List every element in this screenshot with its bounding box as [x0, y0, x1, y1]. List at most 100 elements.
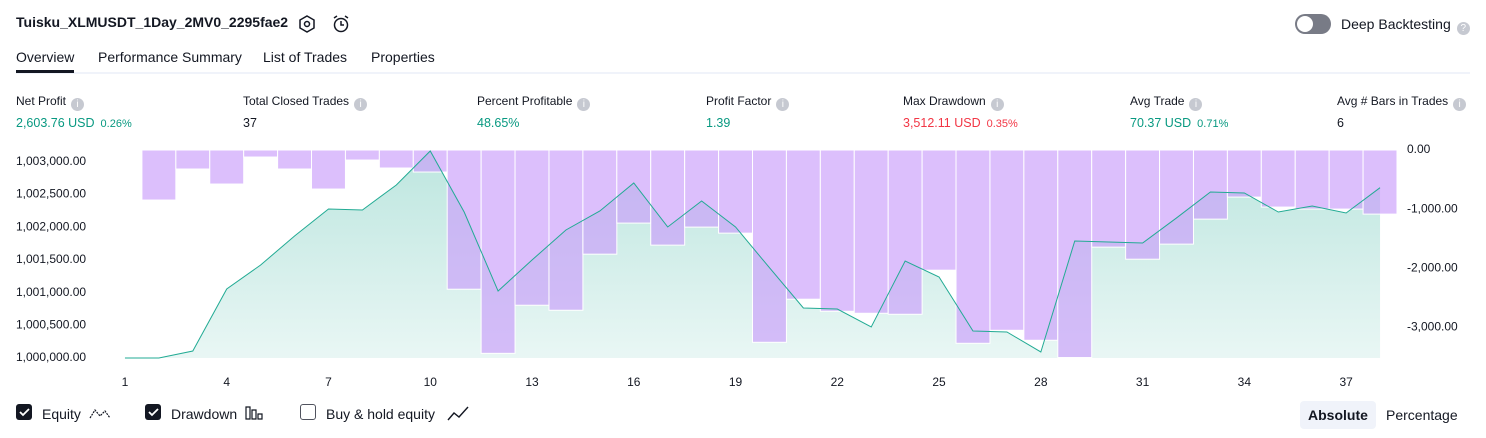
drawdown-bar	[989, 149, 1025, 331]
drawdown-bar	[311, 149, 346, 190]
tab[interactable]: Overview	[16, 49, 75, 73]
drawdown-bar	[650, 149, 686, 246]
tab[interactable]: Performance Summary	[98, 49, 242, 65]
stat-label: Net Profit	[16, 94, 67, 108]
equity-line	[124, 150, 1381, 359]
strategy-title: Tuisku_XLMUSDT_1Day_2MV0_2295fae2	[16, 14, 289, 30]
drawdown-bar	[446, 149, 482, 290]
info-icon: i	[577, 98, 591, 111]
drawdown-bar	[887, 149, 923, 315]
tab[interactable]: Properties	[371, 49, 435, 65]
stat-label: Avg # Bars in Trades	[1337, 94, 1449, 108]
stat-label-row: Profit Factor i	[706, 94, 790, 111]
drawdown-bar	[752, 149, 787, 343]
y-tick-label: 1,001,000.00	[16, 285, 86, 299]
stat-value: 48.65%	[477, 116, 520, 130]
drawdown-bar	[785, 149, 821, 300]
stat-label-row: Percent Profitable i	[477, 94, 591, 111]
drawdown-bar	[718, 149, 753, 234]
stat-value-row: 6	[1337, 116, 1466, 130]
stat-value-row: 2,603.76 USD 0.26%	[16, 116, 132, 130]
stat-value: 37	[243, 116, 257, 130]
stat-value: 70.37 USD	[1130, 116, 1192, 130]
y-tick-label: 1,002,000.00	[16, 219, 86, 233]
legend-checkbox[interactable]	[16, 404, 32, 420]
x-tick-label: 4	[223, 375, 230, 389]
stat-value: 6	[1337, 116, 1344, 130]
stat-percent: 0.26%	[100, 118, 132, 130]
tab[interactable]: List of Trades	[263, 49, 348, 65]
stat-value-row: 37	[243, 116, 367, 130]
header-icons	[299, 15, 349, 33]
drawdown-bar	[616, 149, 652, 224]
stat-value-row: 1.39	[706, 116, 789, 130]
stat-value-row: 3,512.11 USD 0.35%	[903, 116, 1018, 130]
equity-icon	[89, 408, 111, 419]
drawdown-bar	[514, 149, 550, 306]
stat-label: Avg Trade	[1130, 94, 1185, 108]
y-tick-label: 1,003,000.00	[16, 154, 86, 168]
drawdown-bar	[955, 149, 991, 344]
legend-checkbox[interactable]	[145, 404, 161, 420]
drawdown-bar	[209, 149, 245, 185]
drawdown-bar	[1362, 149, 1398, 215]
stat-value: 3,512.11 USD	[903, 116, 981, 130]
stat-label-row: Net Profit i	[16, 94, 85, 111]
drawdown-bar	[853, 149, 889, 314]
deep-backtesting-toggle[interactable]	[1294, 13, 1334, 35]
y-tick-label: 1,000,000.00	[16, 350, 86, 364]
stat-label: Max Drawdown	[903, 94, 986, 108]
x-tick-label: 13	[525, 375, 539, 389]
stat: Profit Factor i 1.39	[706, 94, 790, 130]
info-icon: i	[354, 98, 368, 111]
stat: Avg # Bars in Trades i 6	[1337, 94, 1467, 130]
stat: Total Closed Trades i 37	[243, 94, 368, 130]
y-tick-label: 1,000,500.00	[16, 317, 86, 331]
buyhold-icon	[447, 406, 469, 421]
y-tick-label: 1,001,500.00	[16, 252, 86, 266]
alert-icon[interactable]	[333, 17, 349, 33]
legend-label: Equity	[42, 406, 81, 422]
deep-backtesting-text: Deep Backtesting	[1341, 16, 1451, 32]
legend-checkbox[interactable]	[300, 404, 316, 420]
stat-label: Percent Profitable	[477, 94, 573, 108]
x-tick-label: 37	[1339, 375, 1353, 389]
y2-tick-label: -1,000.00	[1407, 201, 1458, 215]
drawdown-bar	[1328, 149, 1364, 210]
stat: Avg Trade i 70.37 USD 0.71%	[1130, 94, 1228, 130]
check-mark	[19, 408, 30, 417]
y2-tick-label: 0.00	[1407, 142, 1431, 156]
drawdown-bar	[921, 149, 957, 271]
x-tick-label: 7	[325, 375, 332, 389]
y-tick-label: 1,002,500.00	[16, 187, 86, 201]
deep-backtesting-label: Deep Backtesting?	[1341, 16, 1470, 35]
stat-label-row: Max Drawdown i	[903, 94, 1004, 111]
drawdown-bar	[1125, 149, 1161, 260]
stat-value: 1.39	[706, 116, 731, 130]
stat: Net Profit i 2,603.76 USD 0.26%	[16, 94, 132, 130]
drawdown-bar	[480, 149, 516, 354]
x-tick-label: 19	[729, 375, 743, 389]
y2-tick-label: -3,000.00	[1407, 319, 1458, 333]
drawdown-bar	[141, 149, 177, 201]
stat-label: Total Closed Trades	[243, 94, 350, 108]
x-tick-label: 1	[122, 375, 129, 389]
legend-label: Drawdown	[171, 406, 238, 422]
x-tick-label: 16	[627, 375, 641, 389]
legend-icons	[19, 406, 469, 421]
info-icon: i	[1453, 98, 1467, 111]
mode-button[interactable]: Absolute	[1300, 401, 1376, 429]
stat-label-row: Total Closed Trades i	[243, 94, 368, 111]
drawdown-bar	[582, 149, 618, 255]
drawdown-bar	[1226, 149, 1262, 198]
stat-value-row: 48.65%	[477, 116, 590, 130]
settings-icon[interactable]	[299, 15, 315, 33]
drawdown-bar	[1023, 149, 1059, 341]
stat-value-row: 70.37 USD 0.71%	[1130, 116, 1228, 130]
stat-label-row: Avg # Bars in Trades i	[1337, 94, 1467, 111]
x-tick-label: 25	[932, 375, 946, 389]
stat-label: Profit Factor	[706, 94, 772, 108]
mode-button[interactable]: Percentage	[1386, 407, 1458, 423]
drawdown-bar	[819, 149, 855, 312]
